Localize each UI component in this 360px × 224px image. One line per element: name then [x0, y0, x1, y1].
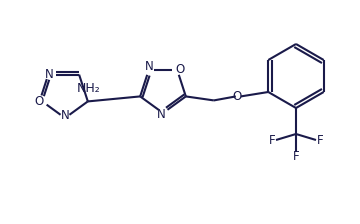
Text: NH₂: NH₂	[77, 82, 101, 95]
Text: O: O	[35, 95, 44, 108]
Text: N: N	[144, 60, 153, 73]
Text: F: F	[293, 149, 299, 162]
Text: F: F	[317, 134, 323, 146]
Text: O: O	[175, 63, 185, 76]
Text: O: O	[232, 90, 242, 103]
Text: N: N	[45, 68, 53, 81]
Text: N: N	[157, 108, 165, 121]
Text: N: N	[60, 108, 69, 121]
Text: F: F	[269, 134, 275, 146]
